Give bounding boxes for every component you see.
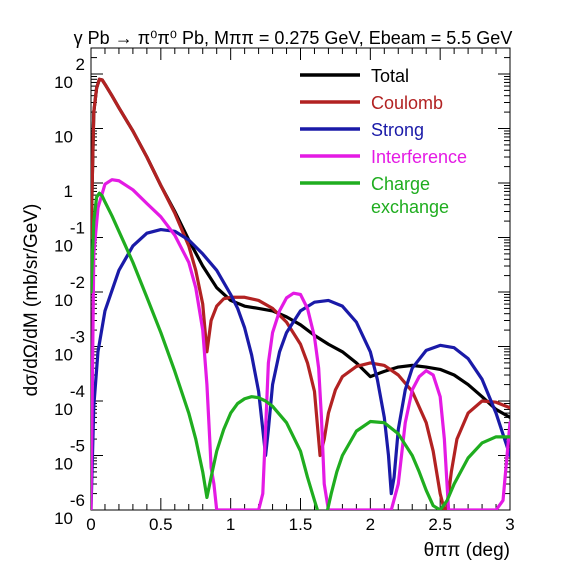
legend: Total Coulomb Strong Interference Charge exch… bbox=[300, 66, 467, 217]
x-tick-label: 1 bbox=[226, 515, 235, 534]
plot-frame bbox=[90, 47, 511, 511]
y-tick-exponent: -5 bbox=[70, 437, 85, 456]
y-axis-label: dσ/dΩ/dM (mb/sr/GeV) bbox=[21, 204, 42, 397]
x-tick-label: 0 bbox=[86, 515, 95, 534]
legend-charge-label: Charge bbox=[371, 174, 430, 194]
x-axis-label: θππ (deg) bbox=[424, 540, 510, 561]
x-axis: 0 0.5 1 1.5 2 2.5 3 bbox=[86, 48, 515, 534]
y-tick-label: 10 bbox=[54, 509, 73, 528]
y-tick-label: 10 bbox=[54, 346, 73, 365]
y-tick-exponent: -1 bbox=[70, 219, 85, 238]
y-tick-label: 10 bbox=[54, 455, 73, 474]
series-coulomb-line bbox=[91, 77, 510, 510]
y-tick-exponent: -3 bbox=[70, 328, 85, 347]
y-tick-exponent: -6 bbox=[70, 491, 85, 510]
series-layer bbox=[91, 77, 510, 510]
x-tick-label: 1.5 bbox=[289, 515, 313, 534]
legend-strong-label: Strong bbox=[371, 120, 424, 140]
y-tick-exponent: -2 bbox=[70, 273, 85, 292]
chart-title: γ Pb → π⁰π⁰ Pb, Mππ = 0.275 GeV, Ebeam =… bbox=[74, 28, 513, 48]
legend-total-label: Total bbox=[371, 66, 409, 86]
series-interference-line bbox=[91, 178, 510, 510]
y-tick-label: 10 bbox=[54, 128, 73, 147]
x-tick-label: 0.5 bbox=[149, 515, 173, 534]
x-tick-label: 3 bbox=[505, 515, 514, 534]
series-charge-line bbox=[91, 191, 510, 510]
y-tick-label: 10 bbox=[54, 237, 73, 256]
y-tick-label: 10 bbox=[54, 291, 73, 310]
y-tick-exponent: -4 bbox=[70, 382, 85, 401]
y-tick-label: 10 bbox=[54, 400, 73, 419]
y-tick-label: 10 bbox=[54, 73, 73, 92]
x-tick-label: 2.5 bbox=[428, 515, 452, 534]
legend-interference-label: Interference bbox=[371, 147, 467, 167]
legend-charge-label: exchange bbox=[371, 197, 449, 217]
series-strong-line bbox=[91, 227, 510, 510]
legend-coulomb-label: Coulomb bbox=[371, 93, 443, 113]
x-tick-label: 2 bbox=[366, 515, 375, 534]
y-tick-exponent: 2 bbox=[76, 55, 85, 74]
y-tick-label: 1 bbox=[64, 182, 73, 201]
